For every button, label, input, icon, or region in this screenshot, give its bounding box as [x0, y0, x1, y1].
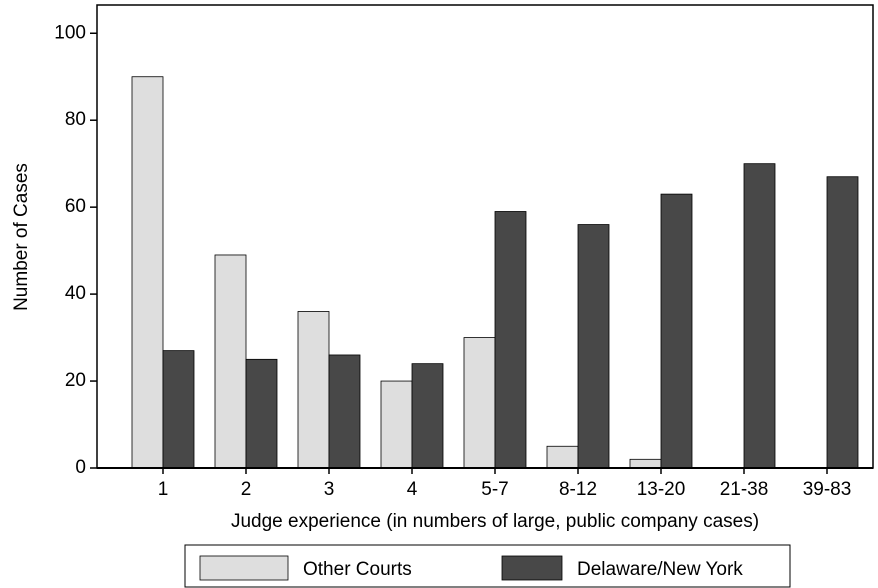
x-tick-label: 3	[324, 479, 335, 500]
bar	[380, 380, 413, 469]
legend-label: Delaware/New York	[577, 559, 743, 580]
bar	[411, 363, 444, 469]
legend-swatch	[199, 555, 289, 581]
x-axis-label: Judge experience (in numbers of large, p…	[231, 511, 759, 532]
legend-label: Other Courts	[303, 559, 412, 580]
bar	[826, 176, 859, 469]
x-tick-label: 2	[241, 479, 252, 500]
legend-swatch	[501, 555, 563, 581]
x-tick-label: 4	[407, 479, 418, 500]
x-tick-label: 1	[158, 479, 169, 500]
x-tick-label: 8-12	[559, 479, 597, 500]
x-tick-label: 5-7	[481, 479, 508, 500]
x-tick-label: 39-83	[803, 479, 852, 500]
y-axis-label: Number of Cases	[11, 163, 32, 311]
bar	[328, 354, 361, 469]
y-tick-label: 80	[65, 109, 86, 130]
y-tick-label: 20	[65, 370, 86, 391]
y-tick-label: 60	[65, 196, 86, 217]
bar	[629, 458, 662, 469]
bar	[297, 311, 330, 469]
y-tick-label: 40	[65, 283, 86, 304]
bar	[577, 224, 610, 469]
bar	[743, 163, 776, 469]
bar	[660, 193, 693, 469]
bar	[494, 211, 527, 469]
x-tick-label: 21-38	[720, 479, 769, 500]
y-tick-label: 0	[75, 457, 86, 478]
bar	[245, 358, 278, 469]
bar	[546, 445, 579, 469]
bar	[463, 337, 496, 469]
y-tick-label: 100	[54, 22, 86, 43]
bar	[162, 350, 195, 469]
x-tick-label: 13-20	[637, 479, 686, 500]
bar	[214, 254, 247, 469]
bar	[131, 76, 164, 469]
